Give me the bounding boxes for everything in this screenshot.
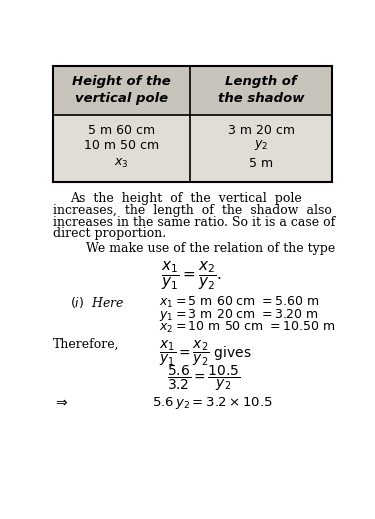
Text: $y_2$: $y_2$ <box>254 139 268 153</box>
Text: $5.6\, y_2 = 3.2 \times 10.5$: $5.6\, y_2 = 3.2 \times 10.5$ <box>152 395 272 411</box>
Text: increases,  the  length  of  the  shadow  also: increases, the length of the shadow also <box>53 203 332 216</box>
Text: $\Rightarrow$: $\Rightarrow$ <box>53 395 69 409</box>
Text: $\dfrac{5.6}{3.2} = \dfrac{10.5}{y_2}$: $\dfrac{5.6}{3.2} = \dfrac{10.5}{y_2}$ <box>167 364 241 393</box>
Text: Height of the
vertical pole: Height of the vertical pole <box>72 75 171 105</box>
Text: 5 m 60 cm: 5 m 60 cm <box>88 124 155 136</box>
Bar <box>53 115 332 182</box>
Bar <box>53 66 332 115</box>
Text: We make use of the relation of the type: We make use of the relation of the type <box>86 242 335 255</box>
Text: $\dfrac{x_1}{y_1} = \dfrac{x_2}{y_2}.$: $\dfrac{x_1}{y_1} = \dfrac{x_2}{y_2}.$ <box>162 260 222 292</box>
Bar <box>53 66 332 182</box>
Text: 10 m 50 cm: 10 m 50 cm <box>84 139 159 152</box>
Text: 5 m: 5 m <box>249 157 273 170</box>
Text: Length of
the shadow: Length of the shadow <box>218 75 304 105</box>
Text: $x_2 = 10$ m $50$ cm $= 10.50$ m: $x_2 = 10$ m $50$ cm $= 10.50$ m <box>159 320 335 335</box>
Text: As  the  height  of  the  vertical  pole: As the height of the vertical pole <box>70 192 302 204</box>
Text: $x_3$: $x_3$ <box>114 157 129 170</box>
Text: Therefore,: Therefore, <box>53 338 120 351</box>
Text: direct proportion.: direct proportion. <box>53 227 166 240</box>
Text: $(i)$  Here: $(i)$ Here <box>70 295 124 310</box>
Text: $y_1 = 3$ m $20$ cm $= 3.20$ m: $y_1 = 3$ m $20$ cm $= 3.20$ m <box>159 307 319 323</box>
Text: increases in the same ratio. So it is a case of: increases in the same ratio. So it is a … <box>53 215 335 228</box>
Text: $x_1 = 5$ m $60$ cm $= 5.60$ m: $x_1 = 5$ m $60$ cm $= 5.60$ m <box>159 295 320 310</box>
Text: $\dfrac{x_1}{y_1} = \dfrac{x_2}{y_2}$ gives: $\dfrac{x_1}{y_1} = \dfrac{x_2}{y_2}$ gi… <box>159 338 252 367</box>
Text: 3 m 20 cm: 3 m 20 cm <box>228 124 295 136</box>
